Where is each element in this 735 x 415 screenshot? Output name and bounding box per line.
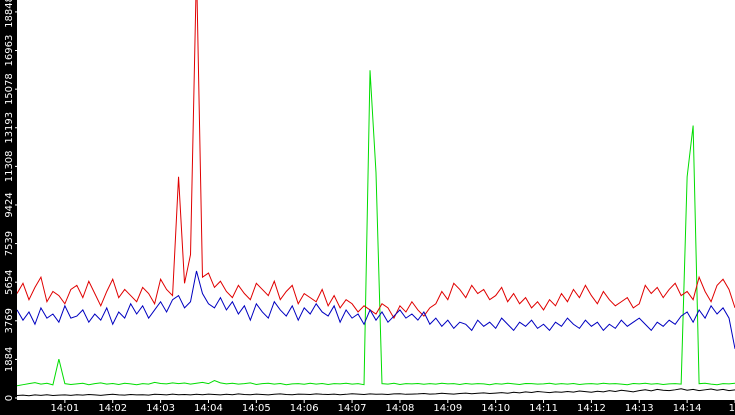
series-line	[17, 70, 735, 387]
y-tick-label: 13193	[4, 112, 15, 144]
series-line	[17, 0, 735, 320]
x-tick-label: 14:09	[433, 403, 462, 414]
y-tick-label: 0	[4, 395, 15, 401]
x-tick-label: 14:11	[529, 403, 558, 414]
y-tick-label: 5654	[4, 269, 15, 294]
series-line	[17, 270, 735, 349]
y-tick-label: 7539	[4, 231, 15, 256]
y-tick-label: 11308	[4, 150, 15, 182]
x-tick-label: 14:05	[242, 403, 271, 414]
y-tick-label: 16963	[4, 35, 15, 67]
plot-area	[17, 0, 735, 397]
y-tick-label: 9424	[4, 192, 15, 217]
x-tick-label: 14:10	[481, 403, 510, 414]
x-tick-label: 14:14	[673, 403, 702, 414]
x-tick-label: 14:13	[625, 403, 654, 414]
x-tick-label: 14:12	[577, 403, 606, 414]
x-tick-label: 14	[729, 403, 735, 414]
y-tick-label: 1884	[4, 347, 15, 372]
x-tick-label: 14:02	[98, 403, 127, 414]
x-tick-label: 14:03	[146, 403, 175, 414]
x-tick-label: 14:06	[290, 403, 319, 414]
series-line	[17, 388, 735, 397]
x-axis-bar	[0, 400, 735, 415]
x-tick-label: 14:08	[386, 403, 415, 414]
y-axis-bar	[0, 0, 17, 415]
y-tick-label: 3769	[4, 308, 15, 333]
x-tick-label: 14:01	[50, 403, 79, 414]
x-tick-label: 14:07	[338, 403, 367, 414]
y-tick-label: 18848	[4, 0, 15, 28]
x-tick-label: 14:04	[194, 403, 223, 414]
y-tick-label: 15078	[4, 73, 15, 105]
